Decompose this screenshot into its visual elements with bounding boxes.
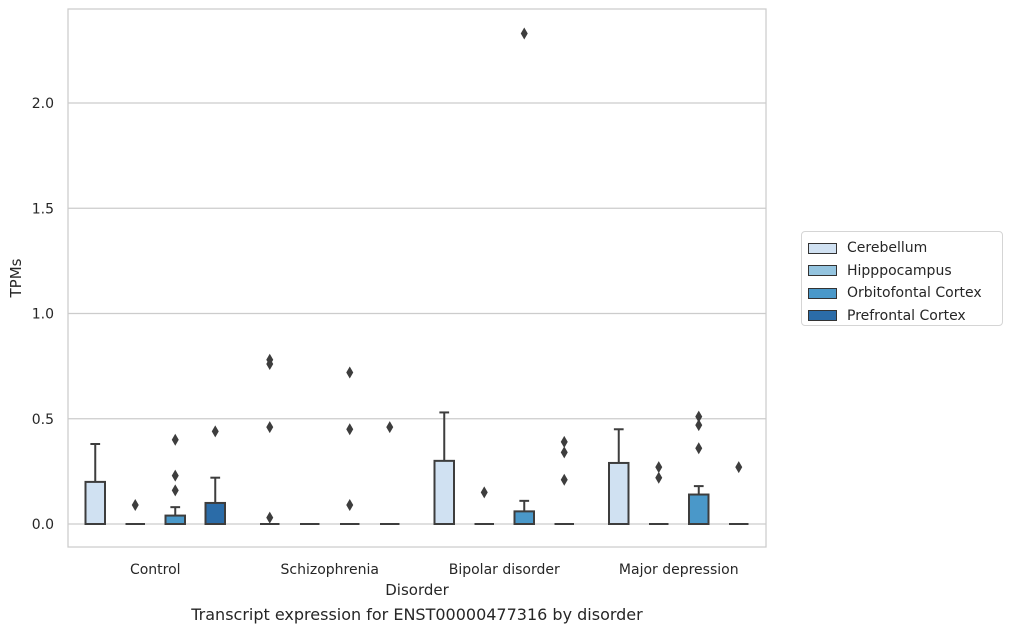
- y-tick-labels: 0.0 0.5 1.0 1.5 2.0: [32, 96, 54, 533]
- legend-label: Prefrontal Cortex: [847, 307, 966, 324]
- box-cerebellum: [433, 411, 455, 526]
- outlier-point: [520, 27, 528, 40]
- outlier-point: [171, 433, 179, 446]
- box-body: [204, 501, 226, 526]
- outlier-point: [266, 358, 274, 371]
- box-prefrontal-cortex: [554, 435, 574, 525]
- outlier-point: [171, 469, 179, 482]
- legend-label: Hipppocampus: [847, 262, 952, 279]
- legend-label: Cerebellum: [847, 240, 928, 257]
- x-tick-labels: Control Schizophrenia Bipolar disorder Majo…: [130, 562, 739, 578]
- grid-lines: [68, 102, 766, 525]
- box-orbitofontal-cortex: [164, 433, 186, 526]
- y-axis-label: TPMs: [7, 258, 25, 298]
- outlier-point: [346, 423, 354, 436]
- x-tick-label: Major depression: [619, 562, 739, 578]
- legend-label: Orbitofontal Cortex: [847, 285, 982, 302]
- outlier-point: [386, 421, 394, 434]
- outlier-point: [695, 419, 703, 432]
- legend-item: Hipppocampus: [808, 260, 996, 283]
- x-tick-label: Schizophrenia: [281, 562, 379, 578]
- box-cerebellum: [84, 443, 106, 525]
- y-tick-label: 1.5: [32, 201, 54, 217]
- legend-swatch: [808, 287, 837, 299]
- box-hipppocampus: [649, 461, 669, 525]
- outlier-point: [560, 473, 568, 486]
- outlier-point: [560, 446, 568, 459]
- legend-item: Prefrontal Cortex: [808, 305, 996, 328]
- box-hipppocampus: [474, 486, 494, 525]
- outlier-point: [735, 461, 743, 474]
- legend: Cerebellum Hipppocampus Orbitofontal Corte…: [801, 231, 1003, 326]
- outlier-point: [560, 435, 568, 448]
- chart-caption: Transcript expression for ENST0000047731…: [191, 605, 643, 624]
- box-cerebellum: [260, 353, 280, 525]
- legend-item: Cerebellum: [808, 237, 996, 260]
- outlier-point: [655, 471, 663, 484]
- box-orbitofontal-cortex: [513, 27, 535, 525]
- outlier-point: [346, 499, 354, 512]
- box-prefrontal-cortex: [204, 425, 226, 526]
- outlier-point: [171, 484, 179, 497]
- y-tick-label: 2.0: [32, 96, 54, 112]
- box-body: [608, 461, 630, 525]
- legend-item: Orbitofontal Cortex: [808, 282, 996, 305]
- x-axis-label: Disorder: [385, 581, 449, 599]
- box-body: [513, 510, 535, 525]
- outlier-point: [266, 421, 274, 434]
- outlier-point: [695, 410, 703, 423]
- box-layer: [84, 27, 749, 526]
- legend-swatch: [808, 265, 837, 277]
- box-hipppocampus: [125, 499, 145, 525]
- outlier-point: [211, 425, 219, 438]
- box-cerebellum: [608, 428, 630, 525]
- outlier-point: [266, 511, 274, 524]
- plot-frame: [67, 8, 767, 548]
- box-body: [84, 480, 106, 525]
- box-prefrontal-cortex: [729, 461, 749, 525]
- legend-swatch: [808, 310, 837, 322]
- legend-swatch: [808, 242, 837, 254]
- box-body: [164, 514, 186, 526]
- outlier-point: [346, 366, 354, 379]
- outlier-point: [655, 461, 663, 474]
- outlier-point: [480, 486, 488, 499]
- box-orbitofontal-cortex: [688, 410, 710, 525]
- outlier-point: [131, 499, 139, 512]
- box-orbitofontal-cortex: [340, 366, 360, 525]
- box-body: [688, 493, 710, 525]
- y-tick-label: 1.0: [32, 307, 54, 323]
- x-tick-label: Bipolar disorder: [449, 562, 560, 578]
- box-prefrontal-cortex: [380, 421, 400, 525]
- y-tick-label: 0.0: [32, 517, 54, 533]
- outlier-point: [695, 442, 703, 455]
- x-tick-label: Control: [130, 562, 181, 578]
- box-body: [433, 459, 455, 526]
- y-tick-label: 0.5: [32, 412, 54, 428]
